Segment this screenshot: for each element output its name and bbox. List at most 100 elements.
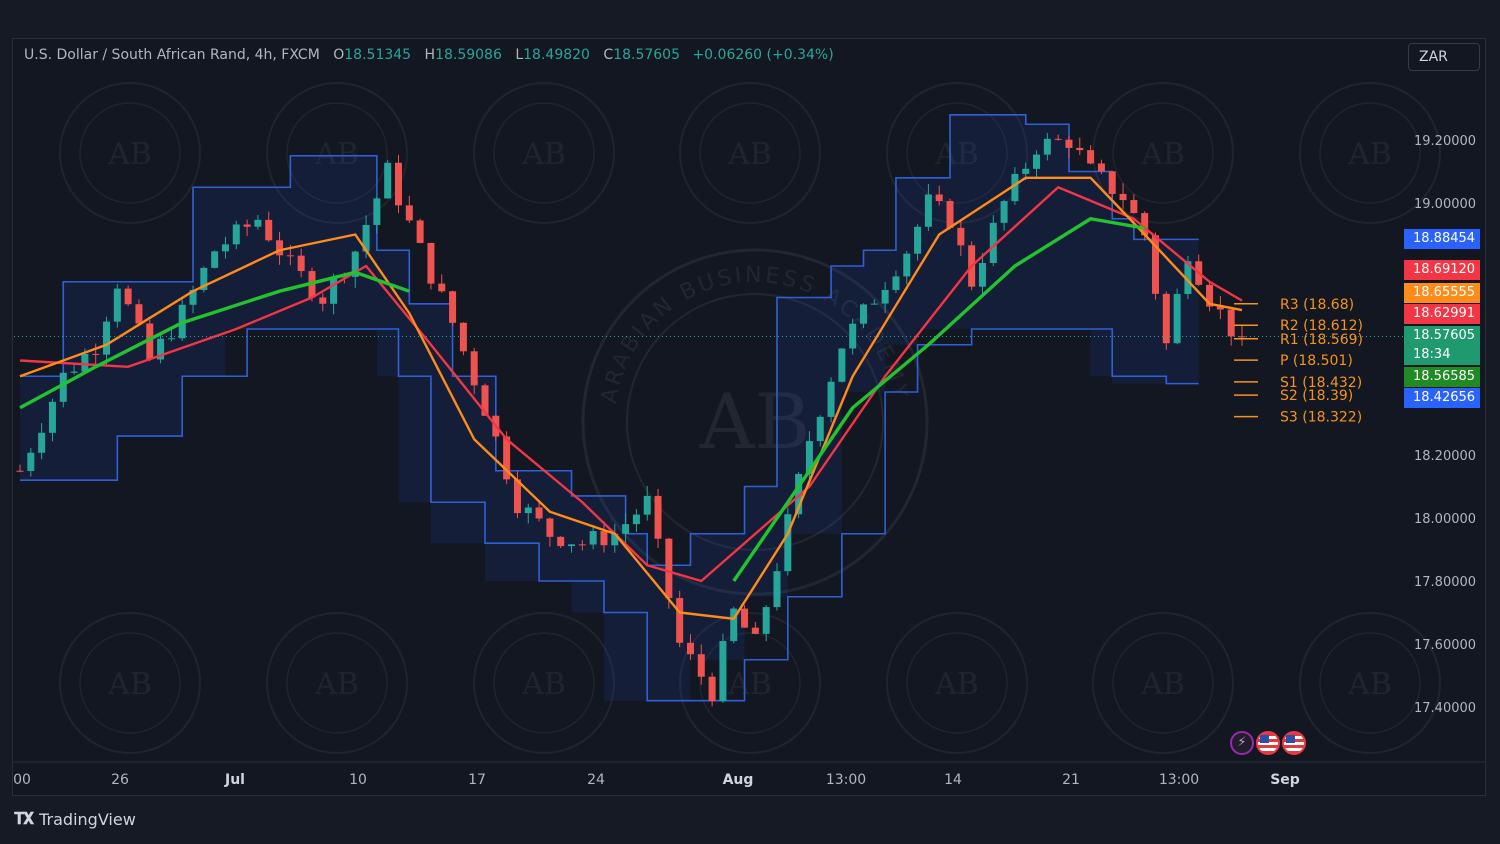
watermark-monogram: AB [1347,667,1392,702]
pivot-levels: R3 (18.68) R2 (18.612)R1 (18.569) P (18.50… [1234,297,1363,426]
candle [1119,183,1127,210]
pivot-level: S1 (18.432) [1234,375,1362,391]
watermark-monogram: AB [107,137,152,172]
watermark-monogram: AB [107,667,152,702]
candle [27,447,35,477]
candle [935,185,943,206]
candle [59,371,67,408]
candle [92,343,100,366]
candle [124,285,132,307]
tradingview-logo[interactable]: 𝐓𝐗 TradingView [14,809,136,829]
y-tick-label: 19.00000 [1414,197,1476,212]
candle [708,672,716,707]
candle [849,318,857,355]
candle [232,220,240,250]
moving-average-line [19,176,1243,620]
candle [665,537,673,609]
watermark-monogram: AB [934,137,979,172]
watermark-seal: AB [266,612,408,754]
x-tick-label: 00 [13,772,31,788]
candle [600,521,608,553]
donchian-channel [20,114,1199,702]
watermark-monogram: AB [727,137,772,172]
candle [903,251,911,285]
candle [957,221,965,256]
candle [416,218,424,244]
candle [989,215,997,267]
candle [38,423,46,460]
candle [892,270,900,294]
lightning-icon[interactable]: ⚡ [1230,731,1254,755]
candle [438,274,446,293]
candle [1108,170,1116,198]
watermark-seal: AB [1092,612,1234,754]
pivot-level: P (18.501) [1234,353,1353,369]
candle [860,303,868,329]
currency-button[interactable]: ZAR [1408,43,1480,71]
candle [1043,133,1051,161]
close-label: C [603,47,614,63]
y-tick-label: 17.80000 [1414,575,1476,590]
candle [276,231,284,265]
watermark-seal: AB [473,612,615,754]
candle [773,562,781,611]
pivot-level: R3 (18.68) [1234,297,1354,313]
candle [373,197,381,234]
us-flag-icon[interactable] [1282,731,1306,755]
candle [632,509,640,532]
candle [1065,135,1073,159]
x-tick-label: 21 [1062,772,1080,788]
candle [697,644,705,685]
candle [254,214,262,230]
candle [643,485,651,521]
candle [1162,291,1170,350]
watermark-seal: AB [886,82,1028,224]
flag-canton [1260,735,1269,743]
x-tick-label: Sep [1270,772,1300,788]
watermark-seal: AB [1299,612,1441,754]
candle [1173,288,1181,345]
pivot-level: S3 (18.322) [1234,410,1362,426]
pivot-label: R3 (18.68) [1280,297,1354,313]
candle [1076,137,1084,156]
price-tag: 18.65555 [1404,283,1480,303]
y-tick-label: 17.40000 [1414,701,1476,716]
watermark-seal: AB [1092,82,1234,224]
close-value: 18.57605 [613,47,680,63]
watermark-monogram: AB [1140,137,1185,172]
y-tick-label: 17.60000 [1414,638,1476,653]
candle [816,415,824,447]
candle [1227,309,1235,346]
channel-lower [20,328,1199,702]
change-value: +0.06260 (+0.34%) [692,47,834,63]
candle [221,236,229,259]
candle [330,273,338,315]
candle [535,500,543,522]
open-value: 18.51345 [344,47,412,63]
price-tag: 18.57605 [1404,326,1480,346]
watermark-monogram: AB [521,667,566,702]
candle [470,348,478,395]
candle [676,590,684,648]
candle [762,605,770,642]
candle [1054,134,1062,141]
us-flag-icon[interactable] [1256,731,1280,755]
candle [1033,150,1041,178]
watermark-seal: AB [59,82,201,224]
watermark-monogram: AB [314,667,359,702]
candle [70,364,78,375]
candle [881,281,889,313]
candle [838,348,846,383]
y-tick-label: 18.20000 [1414,449,1476,464]
pivot-level: R2 (18.612) [1234,318,1363,334]
watermark-seal: AB [679,612,821,754]
candle [1206,281,1214,312]
candle [459,322,467,356]
candle [394,154,402,214]
moving-average-line [19,186,1243,583]
candle [265,211,273,242]
candle [405,195,413,223]
symbol-legend: U.S. Dollar / South African Rand, 4h, FX… [24,47,834,63]
watermark-monogram: AB [1347,137,1392,172]
